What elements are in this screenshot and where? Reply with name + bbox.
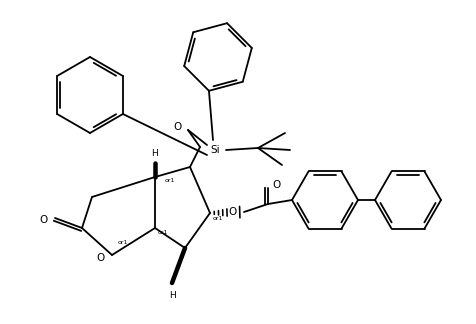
Text: or1: or1 [158, 229, 169, 235]
Text: or1: or1 [118, 240, 129, 246]
Text: O: O [174, 122, 182, 132]
Text: H: H [152, 148, 159, 157]
Text: Si: Si [210, 145, 220, 155]
Text: or1: or1 [165, 178, 175, 182]
Text: O: O [272, 180, 280, 190]
Text: or1: or1 [213, 215, 223, 221]
Text: O: O [97, 253, 105, 263]
Text: O: O [40, 215, 48, 225]
Text: O: O [229, 207, 237, 217]
Text: H: H [169, 291, 175, 299]
